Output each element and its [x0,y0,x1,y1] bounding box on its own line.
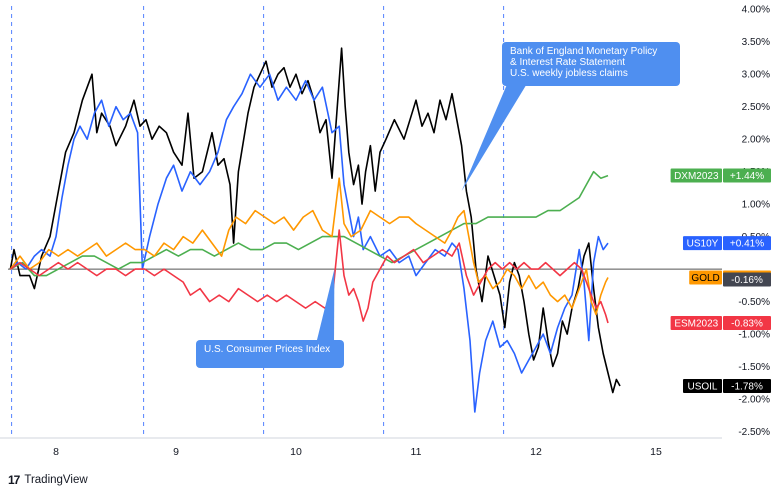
price-tag-label: ESM2023 [674,319,718,330]
callout-line-0: U.S. Consumer Prices Index [204,344,330,355]
y-tick-label: 2.00% [742,135,770,146]
price-tag-label: US10Y [687,239,719,250]
callout-1: U.S. Consumer Prices Index [196,269,344,368]
series-lines [9,47,621,413]
price-tags: USOIL -1.78% US10Y +0.41% DXM2023 +1.44% GOLD -… [670,168,771,394]
price-tag-value: -0.16% [731,275,763,286]
callout-0: Bank of England Monetary Policy& Interes… [461,42,680,192]
series-line-esm2023 [9,229,609,324]
price-tag-value-bg [723,168,771,183]
price-tag-usoil: USOIL -1.78% [683,379,771,394]
series-line-dxm2023 [10,170,609,277]
series-line-us10y [9,73,609,413]
x-tick-label: 11 [411,446,422,458]
event-markers [11,6,505,438]
y-tick-label: -1.50% [738,362,770,373]
price-tag-value: +0.41% [730,239,764,250]
y-tick-label: -1.00% [738,330,770,341]
price-tag-current: -0.16% [723,272,771,287]
callout-pointer [461,82,528,192]
x-tick-label: 12 [530,446,542,458]
callout-line-0: Bank of England Monetary Policy [510,46,657,57]
tradingview-branding[interactable]: 17 TradingView [8,470,88,490]
callout-box [502,42,680,86]
price-tag-value: -1.78% [731,382,763,393]
series-line-gold [9,177,609,316]
y-tick-label: -2.00% [738,395,770,406]
callout-line-1: & Interest Rate Statement [510,57,625,68]
price-tag-value-bg [723,379,771,394]
price-tag-us10y: US10Y +0.41% [683,236,771,251]
price-tag-label-bg [670,316,722,331]
y-tick-label: 3.00% [742,70,770,81]
price-tag-value-bg [723,236,771,251]
callout-box [196,340,344,368]
price-tag-label-bg [670,168,722,183]
price-tag-label-bg [683,236,722,251]
price-tag-label-bg [683,379,722,394]
x-tick-label: 15 [650,446,662,458]
price-tag-esm2023: ESM2023 -0.83% [670,316,771,331]
x-axis[interactable]: 8 9 10 11 12 15 [53,446,662,458]
tradingview-logo-icon: 17 [8,473,20,487]
price-tag-dxm2023: DXM2023 +1.44% [670,168,771,183]
y-tick-label: -0.50% [738,297,770,308]
callout-pointer [316,269,335,344]
callout-line-2: U.S. weekly jobless claims [510,68,628,79]
y-tick-label: 4.00% [742,5,770,16]
event-callouts: Bank of England Monetary Policy& Interes… [196,42,680,368]
price-tag-label: USOIL [687,382,717,393]
y-tick-label: -2.50% [738,427,770,438]
y-tick-label: 1.00% [742,200,770,211]
price-tag-label: DXM2023 [674,171,719,182]
price-tag-value-bg [723,316,771,331]
x-tick-label: 10 [290,446,302,458]
price-tag-value: +1.44% [730,171,764,182]
price-tag-value: -0.83% [731,319,763,330]
price-tag-label-bg [689,270,722,285]
tradingview-wordmark: TradingView [24,474,88,486]
y-axis[interactable]: 4.00%3.50%3.00%2.50%2.00%1.50%1.00%0.50%… [738,5,770,438]
price-tag-label: GOLD [691,273,719,284]
y-tick-label: 3.50% [742,37,770,48]
price-tag-value-bg [723,272,771,287]
y-tick-label: 2.50% [742,102,770,113]
x-tick-label: 8 [53,446,59,458]
x-tick-label: 9 [173,446,179,458]
